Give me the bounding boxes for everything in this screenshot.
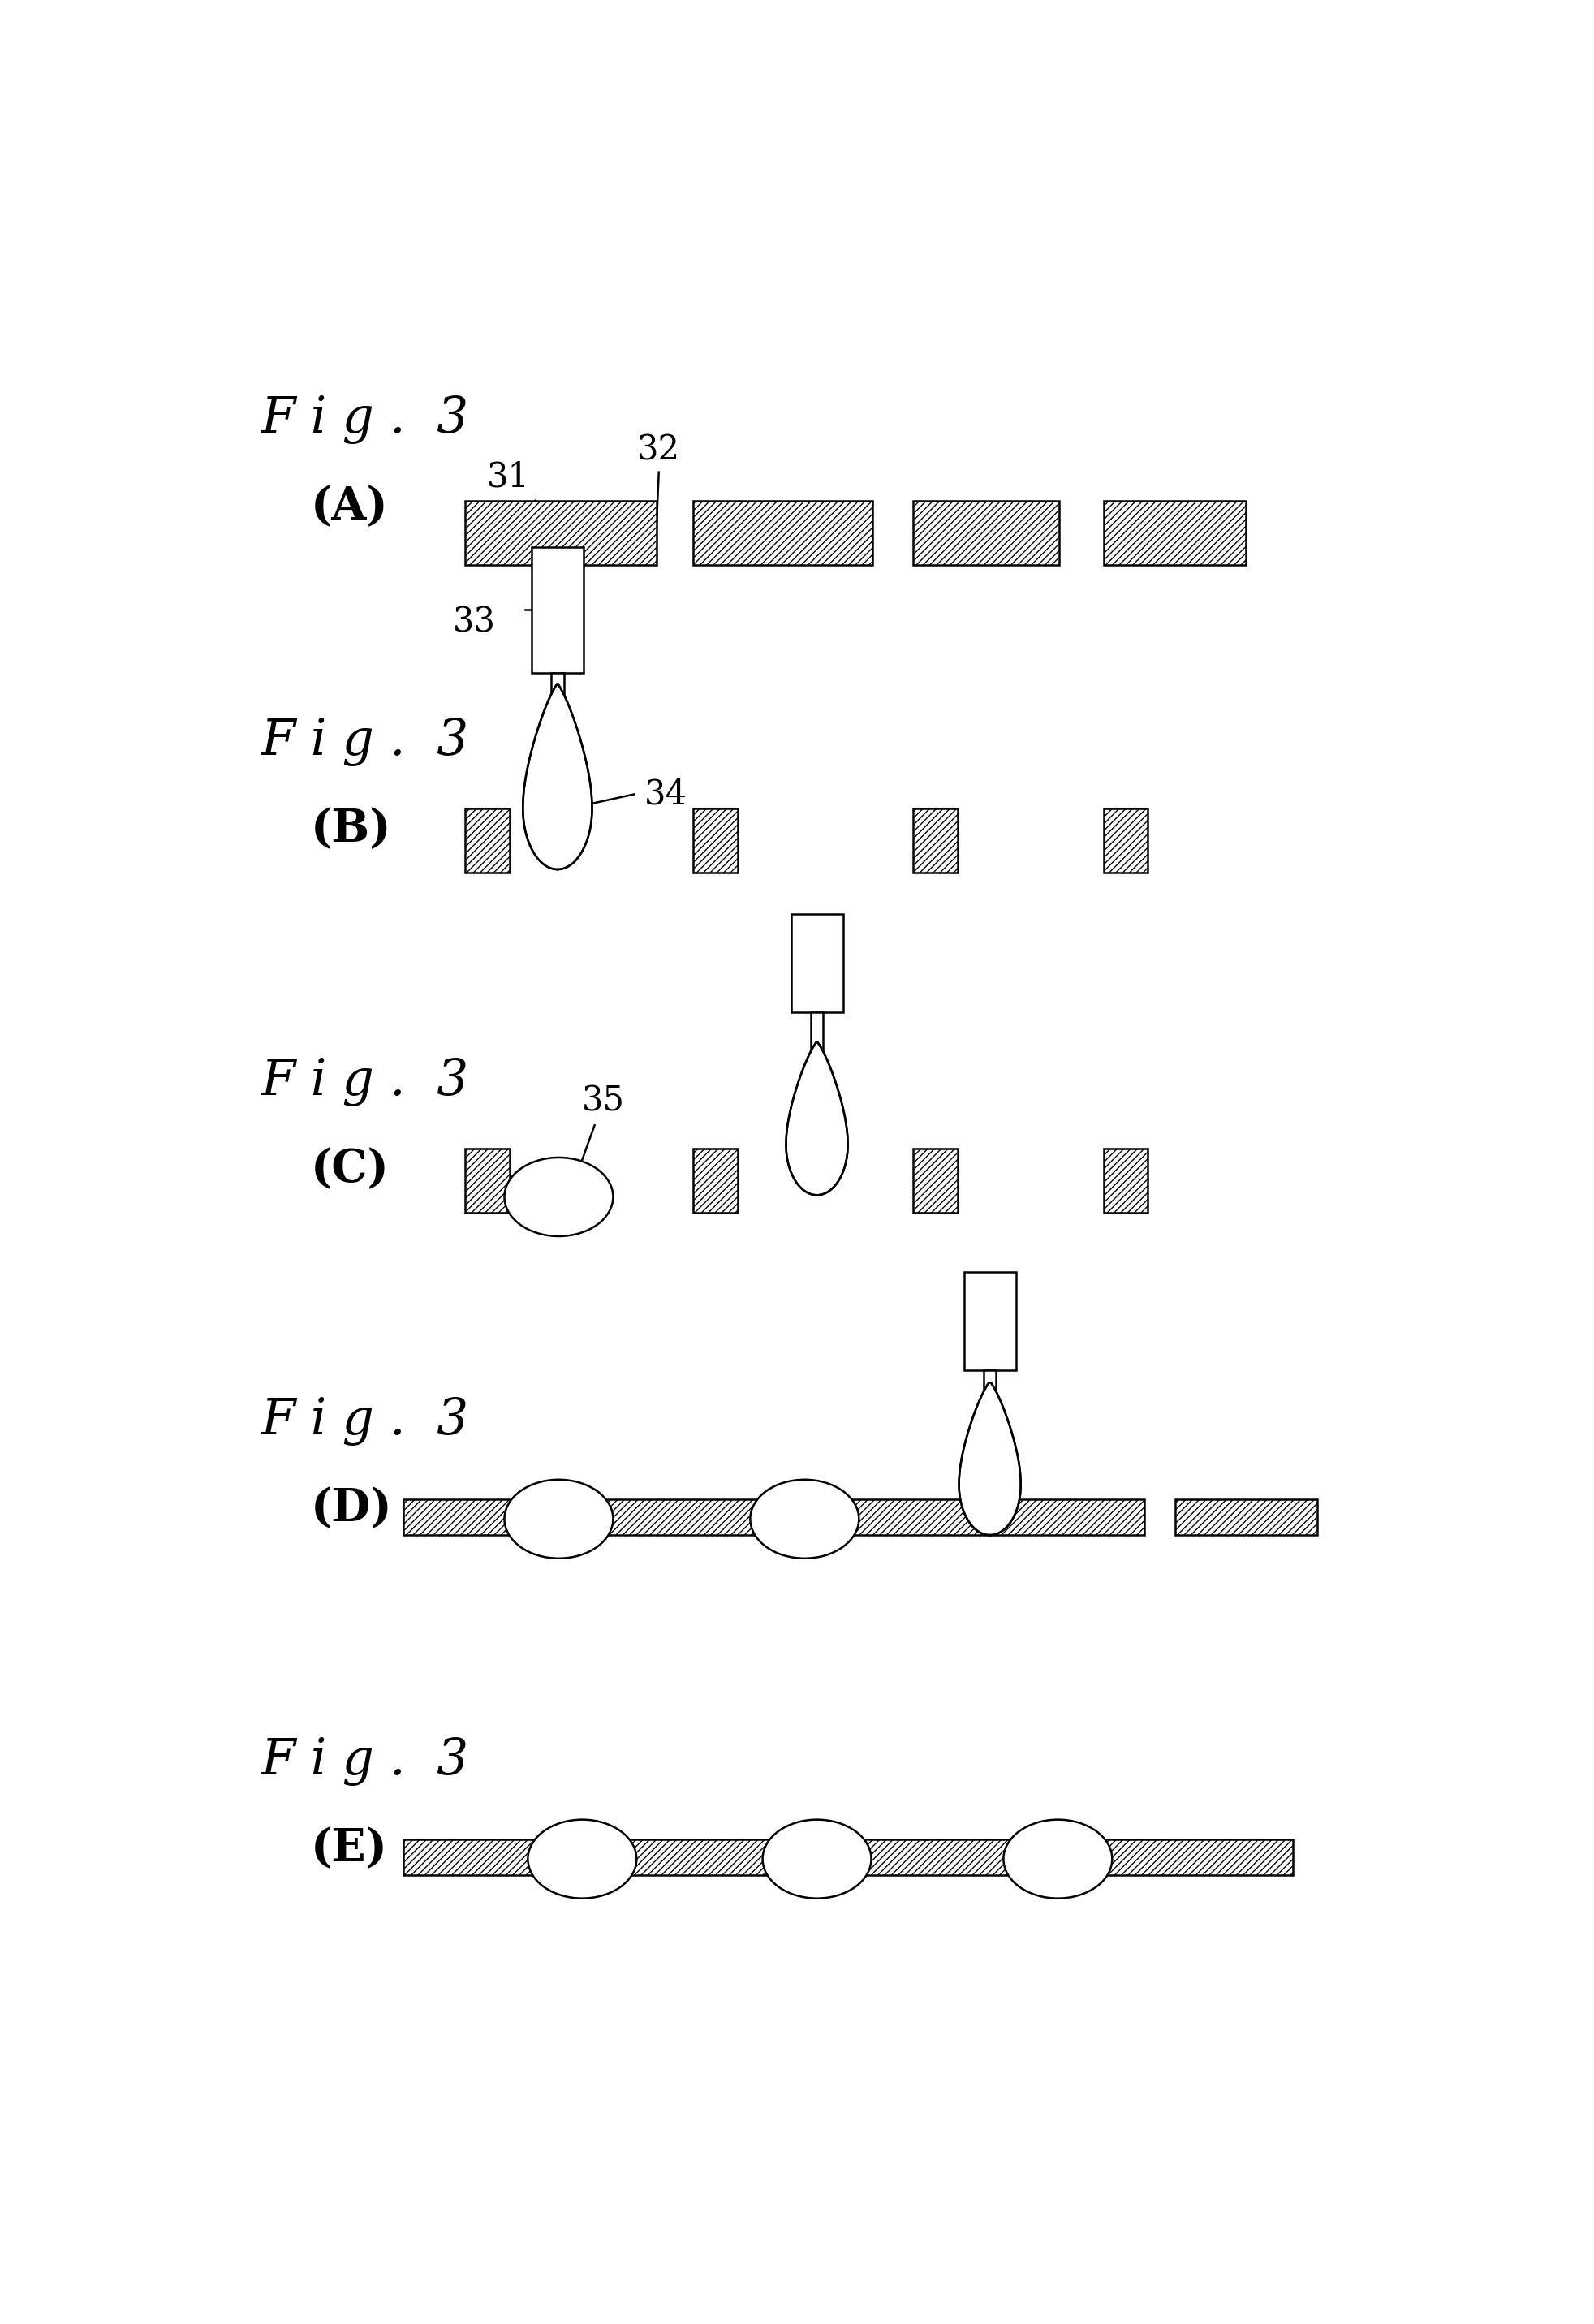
Bar (983, 1371, 996, 1441)
Polygon shape (786, 1043, 848, 1195)
Bar (465, 1148, 510, 1213)
Bar (913, 500, 1058, 565)
Bar (1103, 809, 1148, 874)
Bar (403, 1838, 1293, 1875)
Ellipse shape (1004, 1820, 1113, 1899)
Polygon shape (960, 1383, 1020, 1536)
Bar (693, 809, 738, 874)
Ellipse shape (762, 1820, 872, 1899)
Ellipse shape (504, 1157, 614, 1236)
Text: 33: 33 (453, 607, 496, 639)
Ellipse shape (528, 1820, 636, 1899)
Text: (C): (C) (311, 1146, 389, 1192)
Text: (D): (D) (311, 1487, 392, 1532)
Text: F i g .  3: F i g . 3 (261, 395, 469, 444)
Text: F i g .  3: F i g . 3 (261, 1397, 469, 1446)
Bar (1103, 500, 1245, 565)
Bar (403, 1499, 1144, 1536)
Text: F i g .  3: F i g . 3 (261, 1057, 469, 1106)
Ellipse shape (751, 1480, 859, 1559)
Text: 35: 35 (582, 1083, 625, 1118)
Text: 32: 32 (638, 432, 681, 467)
Bar (1103, 1148, 1148, 1213)
Bar (791, 913, 843, 1013)
Text: F i g .  3: F i g . 3 (261, 718, 469, 767)
Text: 34: 34 (644, 776, 687, 811)
Bar (465, 500, 657, 565)
Bar (964, 1271, 1015, 1371)
Bar (913, 1148, 958, 1213)
Ellipse shape (504, 1480, 614, 1559)
Text: (A): (A) (311, 486, 387, 530)
Text: 31: 31 (486, 460, 529, 493)
Bar (693, 1148, 738, 1213)
Bar (693, 500, 872, 565)
Bar (1175, 1499, 1317, 1536)
Bar (913, 809, 958, 874)
Polygon shape (523, 686, 591, 869)
Bar (465, 809, 510, 874)
Bar (552, 672, 564, 758)
Text: (E): (E) (311, 1827, 387, 1871)
Bar (531, 546, 583, 672)
Text: F i g .  3: F i g . 3 (261, 1738, 469, 1787)
Text: (B): (B) (311, 806, 391, 851)
Bar (811, 1013, 823, 1083)
